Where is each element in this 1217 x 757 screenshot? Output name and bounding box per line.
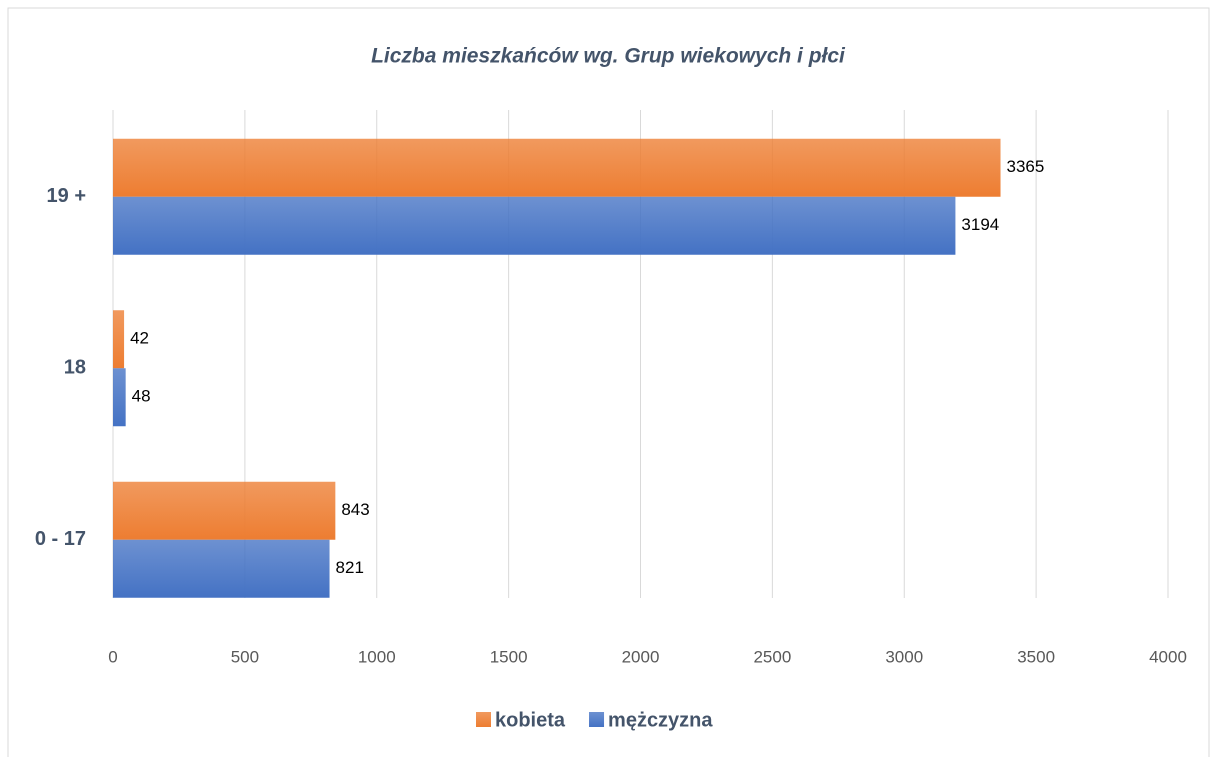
legend-label: kobieta xyxy=(495,709,566,731)
value-label: 3365 xyxy=(1007,157,1045,176)
x-tick-label: 0 xyxy=(108,647,117,666)
legend-swatch xyxy=(476,712,491,727)
y-tick-label: 0 - 17 xyxy=(35,528,86,550)
x-tick-label: 1500 xyxy=(490,647,528,666)
chart-frame xyxy=(7,7,1210,757)
bar xyxy=(113,368,126,427)
value-label: 42 xyxy=(130,329,149,348)
value-label: 3194 xyxy=(961,215,999,234)
y-tick-label: 18 xyxy=(64,357,86,379)
chart-title: Liczba mieszkańców wg. Grup wiekowych i … xyxy=(371,45,846,68)
value-label: 821 xyxy=(336,558,364,577)
bar xyxy=(113,138,1001,197)
y-tick-label: 19 + xyxy=(47,185,86,207)
bar xyxy=(113,196,956,255)
x-tick-label: 2000 xyxy=(622,647,660,666)
bar xyxy=(113,539,330,598)
legend-label: mężczyzna xyxy=(608,709,713,731)
x-tick-label: 3500 xyxy=(1017,647,1055,666)
x-tick-label: 3000 xyxy=(885,647,923,666)
value-label: 48 xyxy=(132,387,151,406)
legend-swatch xyxy=(589,712,605,727)
x-tick-label: 2500 xyxy=(753,647,791,666)
bar xyxy=(113,481,336,540)
bar xyxy=(113,310,125,369)
x-tick-label: 4000 xyxy=(1149,647,1187,666)
x-tick-label: 1000 xyxy=(358,647,396,666)
value-label: 843 xyxy=(341,500,369,519)
x-tick-label: 500 xyxy=(231,647,259,666)
